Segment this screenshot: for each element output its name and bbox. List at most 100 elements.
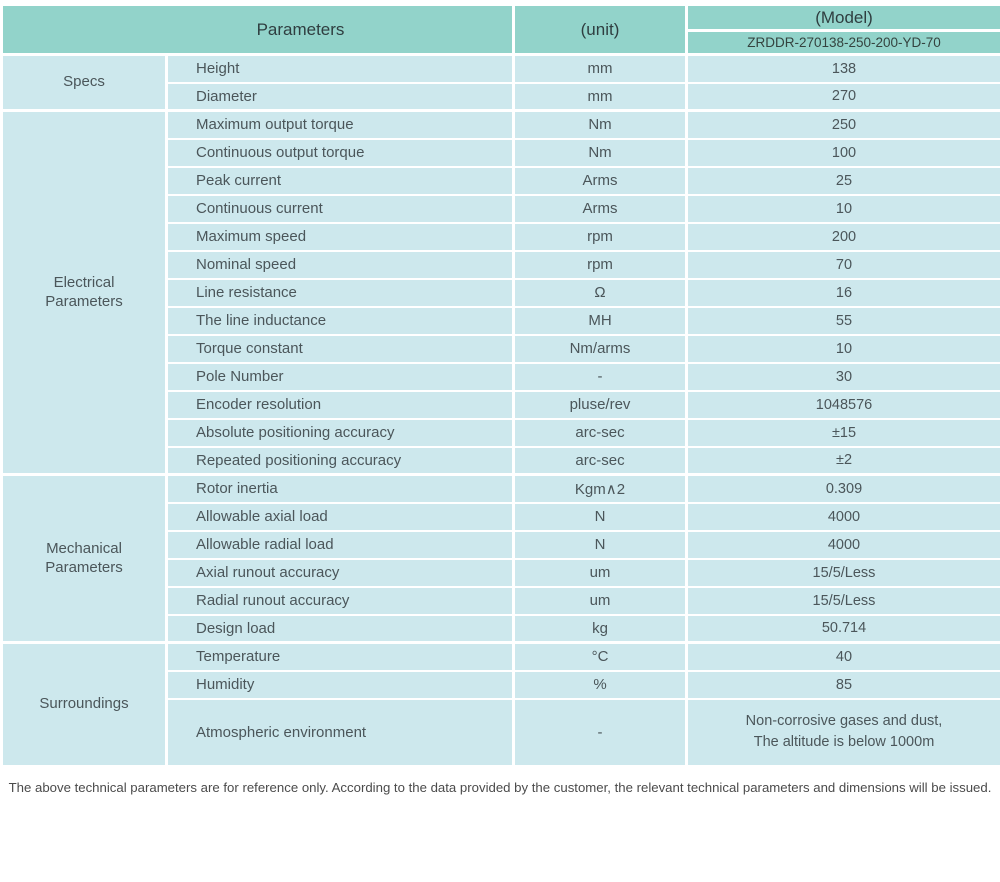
value-cell: 15/5/Less	[685, 585, 1000, 616]
group-label-surroundings: Surroundings	[0, 641, 168, 768]
table-row: Nominal speed rpm 70	[2, 249, 1000, 280]
param-cell: Absolute positioning accuracy	[165, 417, 515, 448]
table-row: Absolute positioning accuracy arc-sec ±1…	[2, 417, 1000, 448]
value-cell: 50.714	[685, 613, 1000, 644]
param-cell: Encoder resolution	[165, 389, 515, 420]
unit-cell: Nm	[512, 137, 688, 168]
param-cell: Allowable radial load	[165, 529, 515, 560]
unit-cell: °C	[512, 641, 688, 672]
group-label-electrical: Electrical Parameters	[0, 109, 168, 476]
table-row: Design load kg 50.714	[2, 613, 1000, 644]
value-cell: 70	[685, 249, 1000, 280]
unit-cell: arc-sec	[512, 417, 688, 448]
unit-cell: mm	[512, 53, 688, 84]
param-cell: Torque constant	[165, 333, 515, 364]
value-cell: ±15	[685, 417, 1000, 448]
unit-cell: Arms	[512, 193, 688, 224]
unit-cell: %	[512, 669, 688, 700]
footnote: The above technical parameters are for r…	[8, 780, 992, 795]
param-cell: Continuous current	[165, 193, 515, 224]
table-row: Radial runout accuracy um 15/5/Less	[2, 585, 1000, 616]
table-row: Humidity % 85	[2, 669, 1000, 700]
value-cell: 200	[685, 221, 1000, 252]
table-row: Diameter mm 270	[2, 81, 1000, 112]
table-row: Pole Number - 30	[2, 361, 1000, 392]
value-cell: 138	[685, 53, 1000, 84]
value-cell: 4000	[685, 529, 1000, 560]
param-cell: Repeated positioning accuracy	[165, 445, 515, 476]
value-cell: 10	[685, 193, 1000, 224]
value-cell: 55	[685, 305, 1000, 336]
param-cell: Pole Number	[165, 361, 515, 392]
param-cell: Height	[165, 53, 515, 84]
spec-table: Parameters (unit) (Model) ZRDDR-270138-2…	[0, 3, 1000, 768]
value-cell: 16	[685, 277, 1000, 308]
group-label-mechanical: Mechanical Parameters	[0, 473, 168, 644]
table-row: Mechanical Parameters Rotor inertia Kgm∧…	[0, 473, 1000, 644]
param-cell: Axial runout accuracy	[165, 557, 515, 588]
value-cell: 4000	[685, 501, 1000, 532]
table-header: Parameters (unit) (Model) ZRDDR-270138-2…	[0, 3, 1000, 56]
param-cell: Maximum output torque	[165, 109, 515, 140]
unit-cell: N	[512, 529, 688, 560]
unit-cell: Ω	[512, 277, 688, 308]
unit-cell: pluse/rev	[512, 389, 688, 420]
param-cell: Allowable axial load	[165, 501, 515, 532]
unit-cell: MH	[512, 305, 688, 336]
unit-cell: mm	[512, 81, 688, 112]
table-row: Continuous output torque Nm 100	[2, 137, 1000, 168]
value-cell: 40	[685, 641, 1000, 672]
value-cell: ±2	[685, 445, 1000, 476]
unit-cell: rpm	[512, 221, 688, 252]
table-row: Electrical Parameters Maximum output tor…	[0, 109, 1000, 476]
unit-cell: um	[512, 557, 688, 588]
table-row: Torque constant Nm/arms 10	[2, 333, 1000, 364]
unit-cell: um	[512, 585, 688, 616]
table-row: Surroundings Temperature °C 40	[0, 641, 1000, 768]
header-row-2: ZRDDR-270138-250-200-YD-70	[2, 29, 1000, 56]
table-row: Encoder resolution pluse/rev 1048576	[2, 389, 1000, 420]
table-row: Repeated positioning accuracy arc-sec ±2	[2, 445, 1000, 476]
param-cell: Radial runout accuracy	[165, 585, 515, 616]
unit-cell: -	[512, 697, 688, 768]
param-cell: Temperature	[165, 641, 515, 672]
value-cell: Non-corrosive gases and dust, The altitu…	[685, 697, 1000, 768]
unit-column-header: (unit)	[512, 3, 688, 56]
value-cell: 0.309	[685, 473, 1000, 504]
group-label-specs: Specs	[0, 53, 168, 112]
param-cell: Diameter	[165, 81, 515, 112]
unit-cell: Nm	[512, 109, 688, 140]
table-row: Peak current Arms 25	[2, 165, 1000, 196]
unit-cell: arc-sec	[512, 445, 688, 476]
parameters-column-header: Parameters	[0, 3, 515, 56]
unit-cell: Nm/arms	[512, 333, 688, 364]
value-cell: 1048576	[685, 389, 1000, 420]
value-cell: 25	[685, 165, 1000, 196]
value-cell: 85	[685, 669, 1000, 700]
value-cell: 270	[685, 81, 1000, 112]
unit-cell: Kgm∧2	[512, 473, 688, 504]
param-cell: Rotor inertia	[165, 473, 515, 504]
model-column-header: (Model)	[685, 3, 1000, 32]
unit-cell: kg	[512, 613, 688, 644]
table-row: Line resistance Ω 16	[2, 277, 1000, 308]
table-row: Specs Height mm 138	[0, 53, 1000, 112]
model-number: ZRDDR-270138-250-200-YD-70	[685, 29, 1000, 56]
param-cell: Continuous output torque	[165, 137, 515, 168]
param-cell: Design load	[165, 613, 515, 644]
table-row: Allowable radial load N 4000	[2, 529, 1000, 560]
value-cell: 30	[685, 361, 1000, 392]
unit-cell: -	[512, 361, 688, 392]
param-cell: The line inductance	[165, 305, 515, 336]
table-row: Atmospheric environment - Non-corrosive …	[2, 697, 1000, 768]
table-row: Continuous current Arms 10	[2, 193, 1000, 224]
param-cell: Humidity	[165, 669, 515, 700]
table-row: Axial runout accuracy um 15/5/Less	[2, 557, 1000, 588]
unit-cell: Arms	[512, 165, 688, 196]
param-cell: Atmospheric environment	[165, 697, 515, 768]
header-row-1: Parameters (unit) (Model)	[0, 3, 1000, 56]
value-cell: 100	[685, 137, 1000, 168]
table-row: Allowable axial load N 4000	[2, 501, 1000, 532]
table-row: The line inductance MH 55	[2, 305, 1000, 336]
